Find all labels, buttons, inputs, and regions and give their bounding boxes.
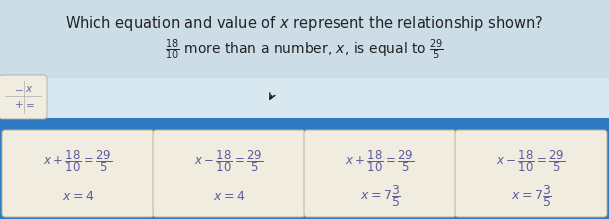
FancyBboxPatch shape	[0, 75, 47, 119]
Text: Which equation and value of $x$ represent the relationship shown?: Which equation and value of $x$ represen…	[65, 14, 543, 33]
Text: $+$: $+$	[14, 99, 24, 110]
Text: $x = 7\dfrac{3}{5}$: $x = 7\dfrac{3}{5}$	[359, 183, 401, 209]
FancyBboxPatch shape	[0, 128, 609, 219]
Text: $x - \dfrac{18}{10} = \dfrac{29}{5}$: $x - \dfrac{18}{10} = \dfrac{29}{5}$	[194, 148, 264, 174]
FancyBboxPatch shape	[455, 130, 607, 217]
Text: $x = 7\dfrac{3}{5}$: $x = 7\dfrac{3}{5}$	[510, 183, 552, 209]
FancyBboxPatch shape	[0, 78, 609, 118]
Text: $x = 4$: $x = 4$	[62, 190, 94, 203]
Text: $=$: $=$	[23, 99, 35, 109]
Text: $x$: $x$	[25, 84, 33, 94]
FancyBboxPatch shape	[0, 118, 609, 128]
Text: $x + \dfrac{18}{10} = \dfrac{29}{5}$: $x + \dfrac{18}{10} = \dfrac{29}{5}$	[43, 148, 113, 174]
Text: $x + \dfrac{18}{10} = \dfrac{29}{5}$: $x + \dfrac{18}{10} = \dfrac{29}{5}$	[345, 148, 415, 174]
FancyBboxPatch shape	[153, 130, 305, 217]
FancyBboxPatch shape	[2, 130, 154, 217]
Text: $x = 4$: $x = 4$	[213, 190, 245, 203]
Text: $x - \dfrac{18}{10} = \dfrac{29}{5}$: $x - \dfrac{18}{10} = \dfrac{29}{5}$	[496, 148, 566, 174]
Text: $\frac{18}{10}$ more than a number, $x$, is equal to $\frac{29}{5}$: $\frac{18}{10}$ more than a number, $x$,…	[164, 38, 443, 62]
Text: $-$: $-$	[14, 84, 24, 94]
FancyBboxPatch shape	[304, 130, 456, 217]
